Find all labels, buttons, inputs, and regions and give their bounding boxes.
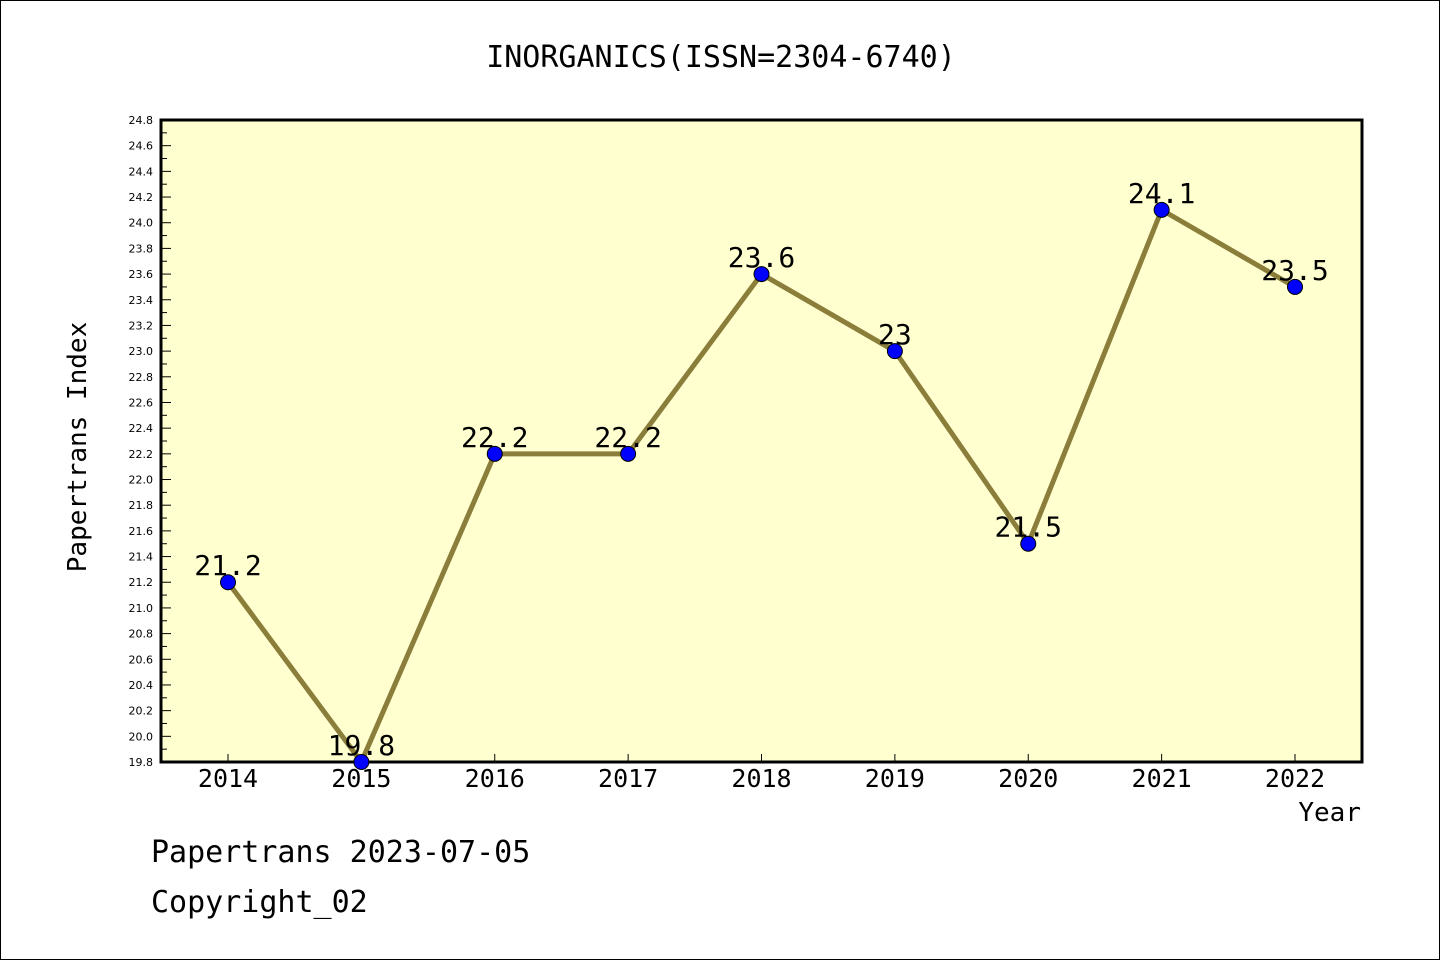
data-label: 22.2	[594, 421, 661, 454]
data-label: 19.8	[328, 729, 395, 762]
y-tick-label: 21.0	[129, 602, 154, 615]
y-tick-label: 24.6	[129, 140, 154, 153]
y-tick-label: 22.0	[129, 474, 154, 487]
y-tick-label: 23.8	[129, 242, 154, 255]
x-tick-label: 2016	[465, 764, 525, 793]
footer-date: Papertrans 2023-07-05	[151, 835, 531, 870]
y-tick-label: 19.8	[129, 756, 154, 769]
y-tick-label: 20.0	[129, 730, 154, 743]
data-label: 21.2	[194, 549, 261, 582]
x-tick-label: 2019	[865, 764, 925, 793]
data-label: 23.6	[728, 241, 795, 274]
data-label: 23.5	[1261, 254, 1328, 287]
y-tick-label: 20.6	[129, 653, 154, 666]
y-tick-label: 20.4	[129, 679, 154, 692]
y-tick-label: 24.0	[129, 217, 154, 230]
series-layer: 21.2 19.8 22.2 22.2 23.6 23 21.5 24.1 23.5	[194, 177, 1329, 770]
x-tick-label: 2018	[731, 764, 791, 793]
x-tick-label: 2017	[598, 764, 658, 793]
y-tick-label: 20.2	[129, 705, 154, 718]
data-point	[1153, 201, 1170, 218]
y-tick-label: 22.2	[129, 448, 154, 461]
y-tick-label: 21.4	[129, 551, 154, 564]
y-tick-label: 24.8	[129, 114, 154, 127]
data-label: 21.5	[995, 511, 1062, 544]
data-point	[1020, 535, 1037, 552]
data-point	[1287, 278, 1303, 295]
x-tick-label: 2022	[1265, 764, 1325, 793]
plot-area	[159, 118, 1364, 764]
data-point	[220, 574, 236, 591]
y-tick-label: 22.8	[129, 371, 154, 384]
data-point	[886, 343, 903, 360]
y-tick-label: 23.2	[129, 319, 154, 332]
y-axis-label: Papertrans Index	[63, 322, 93, 572]
x-tick-label: 2021	[1132, 764, 1192, 793]
y-tick-label: 23.0	[129, 345, 154, 358]
y-axis: 19.8 20.0 20.2 20.4 20.6 20.8 21.0 21.2 21.4 21.6…	[129, 114, 171, 769]
y-tick-label: 22.6	[129, 396, 154, 409]
data-label: 23	[878, 318, 912, 351]
y-tick-label: 23.6	[129, 268, 154, 281]
data-label: 24.1	[1128, 177, 1195, 210]
y-tick-label: 21.8	[129, 499, 154, 512]
y-tick-label: 22.4	[129, 422, 154, 435]
x-tick-label: 2014	[198, 764, 258, 793]
data-point	[753, 266, 770, 283]
y-tick-label: 24.2	[129, 191, 154, 204]
x-axis-label: Year	[1298, 798, 1361, 828]
y-tick-label: 23.4	[129, 294, 154, 307]
data-label: 22.2	[461, 421, 528, 454]
y-tick-label: 21.6	[129, 525, 154, 538]
y-tick-label: 21.2	[129, 576, 154, 589]
data-point	[620, 445, 637, 462]
footer-copyright: Copyright_02	[151, 885, 368, 920]
chart-title: INORGANICS(ISSN=2304-6740)	[486, 40, 956, 75]
y-tick-label: 20.8	[129, 628, 154, 641]
y-tick-label: 24.4	[129, 165, 154, 178]
x-tick-label: 2020	[998, 764, 1058, 793]
data-point	[486, 445, 503, 462]
data-point	[353, 754, 370, 770]
